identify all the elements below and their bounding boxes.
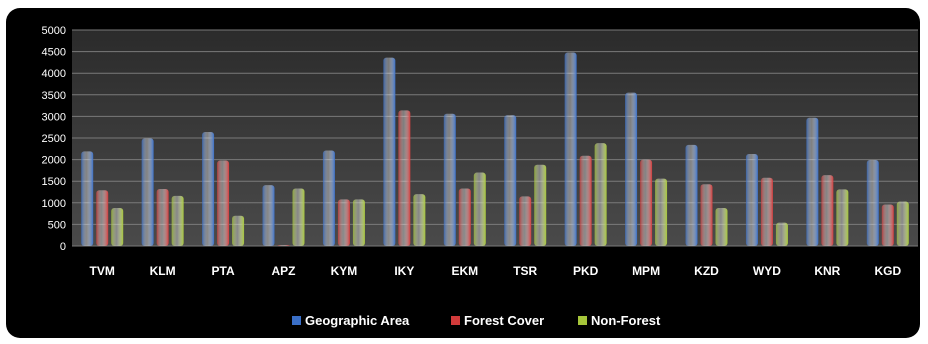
y-tick-label: 0 — [60, 241, 66, 253]
bar-non-forest-ekm — [473, 172, 486, 246]
y-tick-label: 1000 — [42, 198, 66, 210]
bar-geographic-area-kzd — [685, 144, 698, 246]
x-tick-label: PKD — [573, 264, 599, 278]
bar-geographic-area-tvm — [81, 151, 94, 246]
bar-forest-cover-pkd — [579, 155, 592, 246]
bar-forest-cover-pta — [217, 160, 230, 246]
bar-geographic-area-kgd — [866, 160, 879, 246]
x-tick-label: KLM — [150, 264, 176, 278]
bar-non-forest-wyd — [775, 222, 788, 246]
x-tick-label: KZD — [694, 264, 719, 278]
bar-non-forest-tvm — [111, 207, 124, 246]
bar-geographic-area-apz — [262, 185, 275, 246]
legend-label: Forest Cover — [464, 313, 544, 328]
bar-forest-cover-kzd — [700, 184, 713, 246]
bar-forest-cover-klm — [156, 188, 169, 246]
bar-non-forest-iky — [413, 194, 426, 246]
bar-forest-cover-kym — [337, 199, 350, 246]
legend-label: Geographic Area — [305, 313, 410, 328]
y-tick-label: 3500 — [42, 90, 66, 102]
x-tick-label: TVM — [90, 264, 115, 278]
bar-non-forest-kym — [352, 199, 365, 246]
x-tick-label: TSR — [513, 264, 537, 278]
bar-non-forest-kzd — [715, 207, 728, 246]
x-tick-label: MPM — [632, 264, 660, 278]
bar-geographic-area-kym — [322, 150, 335, 246]
y-tick-label: 2000 — [42, 155, 66, 167]
x-tick-label: KYM — [331, 264, 358, 278]
bar-forest-cover-kgd — [881, 204, 894, 246]
x-tick-label: PTA — [212, 264, 235, 278]
bar-non-forest-klm — [171, 195, 184, 246]
x-tick-label: APZ — [272, 264, 296, 278]
bar-geographic-area-tsr — [504, 115, 517, 246]
bar-geographic-area-knr — [806, 117, 819, 246]
bar-non-forest-pta — [232, 215, 245, 246]
bar-non-forest-pkd — [594, 143, 607, 246]
x-tick-label: WYD — [753, 264, 781, 278]
bar-geographic-area-pkd — [564, 52, 577, 246]
legend-label: Non-Forest — [591, 313, 661, 328]
y-tick-label: 5000 — [42, 25, 66, 37]
x-tick-label: KGD — [874, 264, 901, 278]
y-tick-label: 3000 — [42, 111, 66, 123]
bar-forest-cover-ekm — [458, 188, 471, 246]
bar-non-forest-tsr — [534, 164, 547, 246]
y-tick-label: 4500 — [42, 47, 66, 59]
x-tick-label: IKY — [394, 264, 414, 278]
bar-forest-cover-tsr — [519, 196, 532, 246]
x-tick-label: KNR — [814, 264, 840, 278]
legend-swatch — [578, 316, 587, 325]
bar-forest-cover-apz — [277, 245, 290, 246]
bar-geographic-area-iky — [383, 57, 396, 247]
y-tick-label: 500 — [48, 219, 66, 231]
bar-forest-cover-mpm — [640, 159, 653, 246]
legend-swatch — [292, 316, 301, 325]
bar-non-forest-apz — [292, 188, 305, 246]
bar-non-forest-kgd — [896, 201, 909, 246]
bar-non-forest-knr — [836, 189, 849, 246]
legend-swatch — [451, 316, 460, 325]
bar-geographic-area-ekm — [443, 113, 456, 246]
y-tick-label: 4000 — [42, 68, 66, 80]
x-tick-label: EKM — [451, 264, 478, 278]
bar-forest-cover-knr — [821, 175, 834, 246]
bar-geographic-area-pta — [202, 131, 215, 246]
bar-geographic-area-klm — [141, 138, 154, 246]
bar-forest-cover-tvm — [96, 190, 109, 246]
bar-geographic-area-mpm — [625, 92, 638, 246]
bar-forest-cover-iky — [398, 110, 411, 247]
bar-non-forest-mpm — [655, 178, 668, 246]
y-tick-label: 1500 — [42, 176, 66, 188]
bar-forest-cover-wyd — [760, 177, 773, 246]
bar-geographic-area-wyd — [745, 153, 758, 246]
y-tick-label: 2500 — [42, 133, 66, 145]
